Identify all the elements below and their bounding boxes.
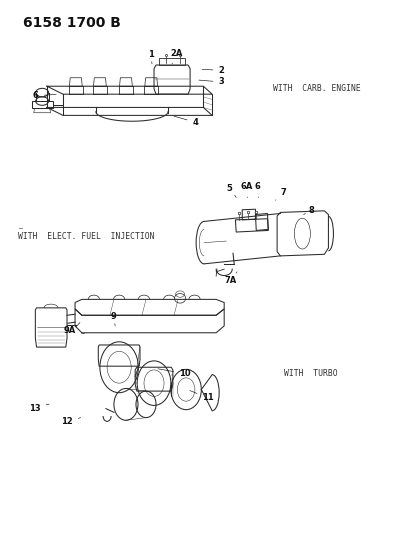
Text: 11: 11 [189,391,213,402]
Text: 6: 6 [254,182,259,198]
Text: 3: 3 [198,77,224,86]
Text: 4: 4 [173,116,198,127]
Text: 13: 13 [29,403,49,413]
Text: 10: 10 [157,369,190,378]
Text: WITH  ELECT. FUEL  INJECTION: WITH ELECT. FUEL INJECTION [18,232,154,241]
Text: 8: 8 [303,206,313,215]
Text: 9: 9 [111,312,117,326]
Text: 6158 1700 B: 6158 1700 B [23,16,121,30]
Text: 9A: 9A [63,326,84,335]
Text: 1: 1 [148,50,153,64]
Text: WITH  TURBO: WITH TURBO [283,369,336,378]
Text: 12: 12 [61,417,81,426]
Text: 5: 5 [226,183,236,198]
Text: 7A: 7A [224,272,236,285]
Text: WITH  CARB. ENGINE: WITH CARB. ENGINE [272,84,360,93]
Text: 6A: 6A [240,182,252,198]
Text: 6: 6 [33,91,56,100]
Text: 2A: 2A [169,49,182,64]
Text: 7: 7 [275,188,286,200]
Text: 2: 2 [202,66,224,75]
